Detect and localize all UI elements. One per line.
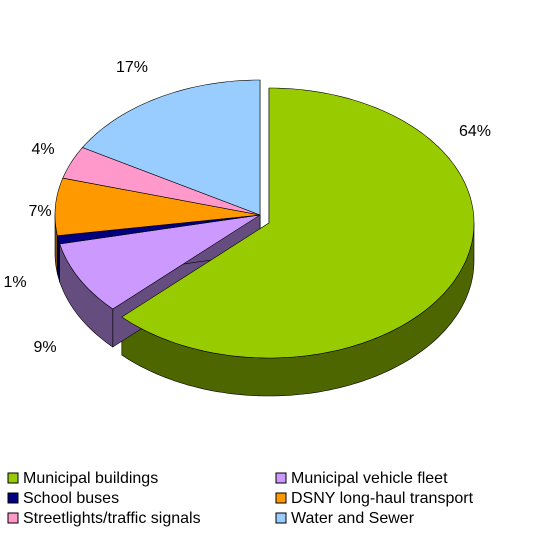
data-label: 17% xyxy=(116,59,148,76)
legend-swatch xyxy=(7,512,19,524)
slice xyxy=(54,177,261,237)
data-label: 64% xyxy=(459,123,491,140)
data-label: 7% xyxy=(28,203,51,220)
legend-swatch xyxy=(275,472,287,484)
legend-label: Water and Sewer xyxy=(291,510,415,527)
slice xyxy=(62,147,261,216)
legend-swatch xyxy=(275,512,287,524)
legend-label: School buses xyxy=(23,490,119,507)
legend-label: Municipal vehicle fleet xyxy=(291,470,448,487)
legend-label: Streetlights/traffic signals xyxy=(23,510,201,527)
legend-label: DSNY long-haul transport xyxy=(291,490,474,507)
slice xyxy=(121,87,475,359)
legend-swatch xyxy=(7,472,19,484)
legend-swatch xyxy=(7,492,19,504)
legend-label: Municipal buildings xyxy=(23,470,158,487)
data-label: 9% xyxy=(33,339,56,356)
data-label: 4% xyxy=(31,141,54,158)
data-label: 1% xyxy=(3,274,26,291)
slice xyxy=(59,214,261,310)
slice xyxy=(81,79,261,216)
legend-swatch xyxy=(275,492,287,504)
